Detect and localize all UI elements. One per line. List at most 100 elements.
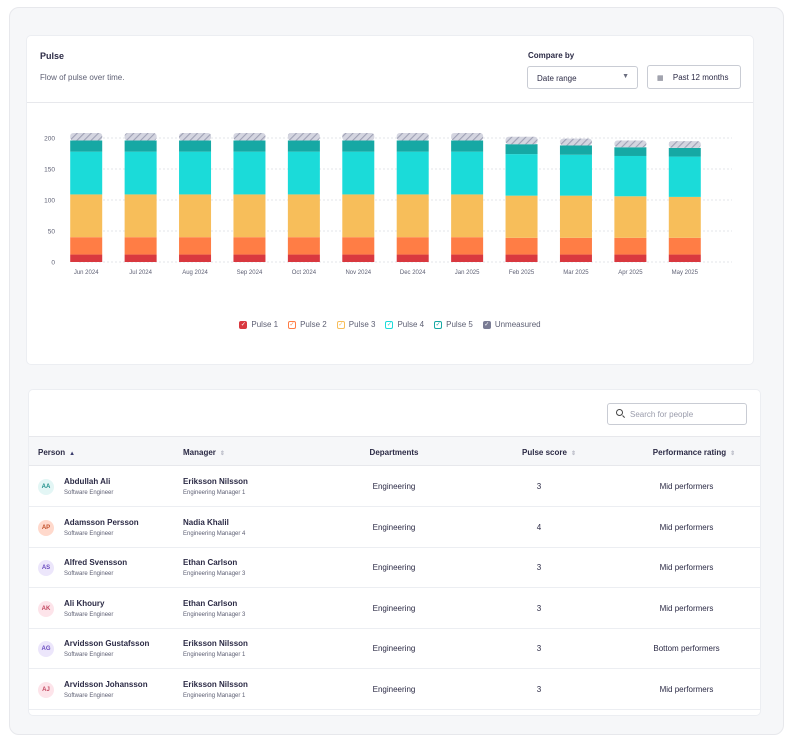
bar-segment-pulse-2: [70, 237, 103, 255]
date-range-button[interactable]: ▦ Past 12 months: [647, 65, 741, 89]
performance-rating: Mid performers: [659, 684, 714, 694]
bar-segment-pulse-2: [505, 237, 538, 255]
bar-segment-pulse-3: [179, 194, 212, 238]
manager-name[interactable]: Eriksson Nilsson: [183, 679, 248, 689]
bar-segment-pulse-2: [559, 237, 592, 255]
legend-label: Pulse 5: [446, 320, 473, 329]
header-pulse-score[interactable]: Pulse score ⇕: [522, 448, 576, 457]
legend-item[interactable]: ✓ Pulse 2: [288, 320, 327, 329]
y-tick-label: 200: [44, 136, 55, 143]
pulse-stacked-bar-chart: 0 50 100 150 200 Jun 2024 Jul 2024 Aug 2024 Sep …: [44, 133, 732, 276]
bar-segment-pulse-5: [70, 140, 103, 152]
table-row[interactable]: AK Ali Khoury Software Engineer Ethan Carls…: [29, 589, 760, 629]
person-name[interactable]: Ali Khoury: [64, 598, 105, 608]
person-name[interactable]: Abdullah Ali: [64, 477, 111, 486]
person-role: Software Engineer: [64, 692, 114, 699]
legend-checkbox-icon: ✓: [385, 320, 394, 329]
avatar: AS: [38, 560, 54, 576]
legend-checkbox-icon: ✓: [434, 320, 443, 329]
person-name[interactable]: Adamsson Persson: [64, 517, 139, 527]
legend-item[interactable]: ✓ Pulse 4: [385, 320, 424, 329]
bar-segment-pulse-4: [451, 151, 484, 195]
table-row[interactable]: AS Alfred Svensson Software Engineer Ethan …: [29, 548, 760, 588]
bar-segment-unmeasured: [70, 133, 103, 141]
manager-role: Engineering Manager 1: [183, 692, 246, 699]
legend-item[interactable]: ✓ Unmeasured: [482, 320, 541, 329]
sort-icon: ⇕: [570, 451, 576, 457]
bar-segment-pulse-1: [179, 254, 212, 262]
calendar-icon: ▦: [657, 75, 664, 82]
header-performance-rating[interactable]: Performance rating ⇕: [652, 448, 736, 457]
compare-by-select[interactable]: Date range ▼: [527, 66, 638, 89]
manager-role: Engineering Manager 3: [183, 611, 246, 618]
manager-name[interactable]: Ethan Carlson: [183, 558, 238, 567]
header-manager[interactable]: Manager ⇕: [183, 448, 225, 457]
legend-item[interactable]: ✓ Pulse 1: [239, 320, 278, 329]
avatar: AG: [38, 641, 54, 657]
pulse-title: Pulse: [40, 51, 65, 61]
avatar: AP: [38, 519, 54, 536]
x-tick-label: Jun 2024: [74, 270, 99, 276]
bar-segment-pulse-5: [124, 140, 157, 152]
people-table-card: Search for people Person ▲ Manager ⇕ Depar…: [29, 390, 760, 715]
bar-segment-pulse-2: [614, 237, 647, 255]
table-row[interactable]: AP Adamsson Persson Software Engineer Nadia…: [29, 508, 760, 548]
y-tick-label: 150: [44, 167, 55, 174]
header-person[interactable]: Person ▲: [38, 448, 76, 457]
manager-name[interactable]: Eriksson Nilsson: [183, 639, 248, 648]
bar-segment-pulse-5: [451, 140, 484, 152]
table-row[interactable]: AA Abdullah Ali Software Engineer Eriksson …: [29, 467, 760, 507]
bar-segment-pulse-5: [505, 144, 538, 155]
manager-role: Engineering Manager 3: [183, 571, 246, 577]
bar-segment-pulse-5: [342, 140, 375, 152]
legend-item[interactable]: ✓ Pulse 3: [336, 320, 376, 329]
x-tick-label: Dec 2024: [400, 270, 426, 276]
person-name[interactable]: Arvidsson Johansson: [64, 679, 148, 689]
divider: [27, 102, 753, 103]
performance-rating: Mid performers: [659, 563, 714, 572]
bar-segment-pulse-4: [396, 151, 429, 195]
x-tick-label: Aug 2024: [182, 270, 208, 276]
x-tick-label: Jan 2025: [455, 270, 480, 276]
bar-segment-unmeasured: [233, 133, 266, 141]
person-name[interactable]: Alfred Svensson: [64, 558, 128, 567]
pulse-score: 3: [536, 482, 542, 491]
bar-segment-pulse-5: [179, 140, 212, 152]
bar-segment-pulse-5: [614, 147, 647, 156]
y-tick-label: 50: [48, 229, 56, 236]
legend-checkbox-icon: ✓: [288, 320, 297, 329]
pulse-score: 3: [536, 644, 542, 653]
manager-name[interactable]: Eriksson Nilsson: [183, 477, 248, 486]
bar-segment-pulse-2: [668, 237, 701, 255]
table-row[interactable]: AG Arvidsson Gustafsson Software Engineer E…: [29, 629, 760, 669]
legend-checkbox-icon: ✓: [336, 320, 345, 329]
bar-segment-pulse-1: [342, 254, 375, 262]
bar-segment-unmeasured: [124, 133, 157, 141]
bar-segment-unmeasured: [287, 133, 320, 141]
bar-segment-pulse-4: [614, 155, 647, 197]
person-role: Software Engineer: [64, 530, 114, 537]
compare-by-value: Date range: [537, 74, 577, 83]
manager-role: Engineering Manager 4: [183, 530, 246, 537]
manager-name[interactable]: Nadia Khalil: [183, 517, 229, 527]
person-name[interactable]: Arvidsson Gustafsson: [64, 639, 150, 648]
date-range-label: Past 12 months: [672, 73, 729, 82]
legend-label: Pulse 1: [251, 320, 279, 329]
table-row[interactable]: AJ Arvidsson Johansson Software Engineer Er…: [29, 670, 760, 710]
manager-name[interactable]: Ethan Carlson: [183, 598, 238, 608]
bar-segment-pulse-1: [287, 254, 320, 262]
bar-segment-pulse-1: [70, 254, 103, 262]
bar-segment-pulse-4: [179, 151, 212, 195]
legend-item[interactable]: ✓ Pulse 5: [434, 320, 473, 329]
x-tick-label: Oct 2024: [292, 270, 317, 276]
bar-segment-pulse-4: [233, 151, 266, 195]
avatar: AJ: [38, 681, 54, 698]
bar-segment-pulse-2: [233, 237, 266, 255]
manager-role: Engineering Manager 1: [183, 490, 246, 496]
pulse-score: 3: [536, 603, 542, 613]
search-input[interactable]: Search for people: [607, 403, 747, 425]
legend-label: Pulse 3: [348, 320, 376, 329]
y-tick-label: 0: [51, 260, 55, 267]
x-tick-label: Sep 2024: [237, 270, 263, 276]
header-departments: Departments: [369, 448, 419, 457]
